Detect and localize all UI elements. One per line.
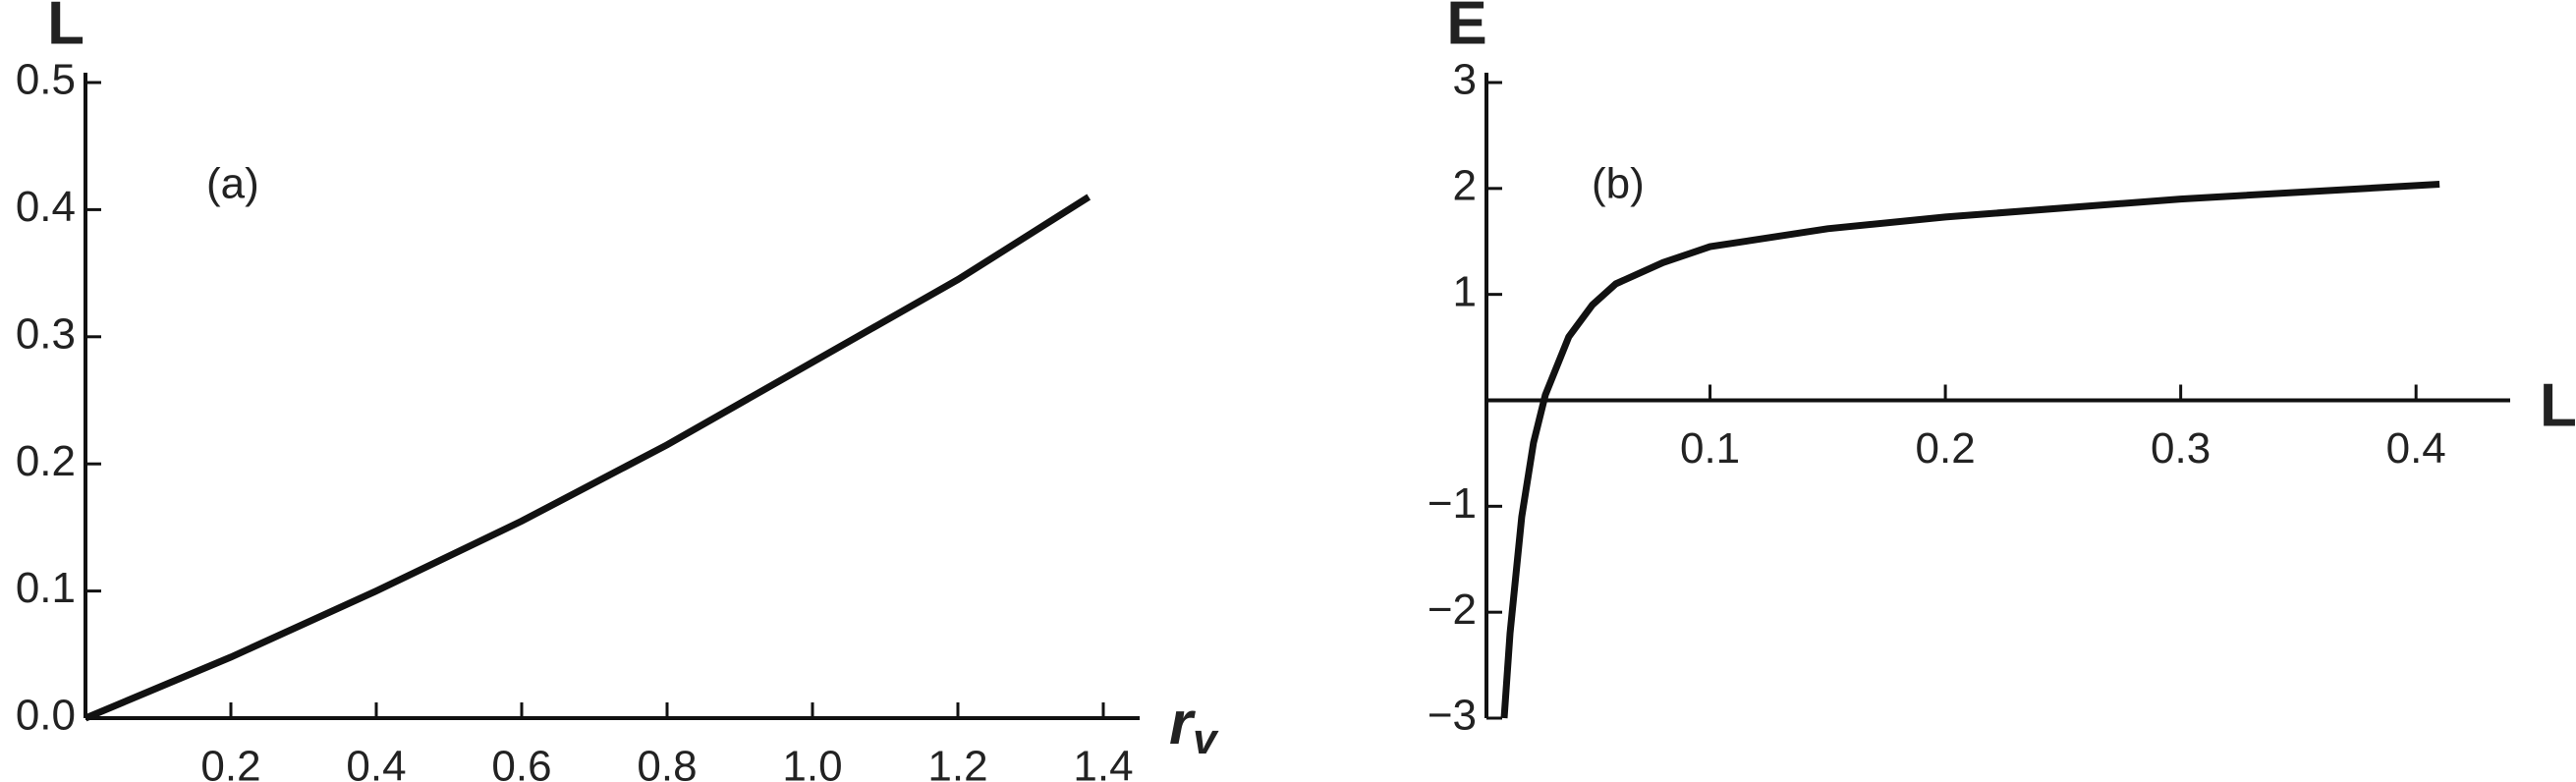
x-axis-title: L xyxy=(2540,372,2576,440)
y-tick-label: −3 xyxy=(1428,692,1477,740)
data-line xyxy=(1500,181,2440,719)
x-tick-label: 1.0 xyxy=(782,743,842,782)
x-axis-title: rv xyxy=(1169,690,1219,762)
y-axis-title: L xyxy=(47,0,84,57)
y-tick-label: 0.5 xyxy=(16,56,76,104)
panel-annotation: (a) xyxy=(206,160,259,208)
x-axis-title-main: r xyxy=(1169,690,1196,757)
y-tick-label: 2 xyxy=(1453,161,1477,209)
y-tick-label: 0.2 xyxy=(16,437,76,485)
x-tick-label: 1.2 xyxy=(927,743,987,782)
data-line xyxy=(84,194,1092,722)
y-tick-label: 0.1 xyxy=(16,564,76,612)
x-tick-label: 0.3 xyxy=(2151,424,2211,473)
x-tick-label: 0.6 xyxy=(491,743,551,782)
x-tick-label: 0.2 xyxy=(1916,424,1976,473)
x-tick-label: 0.2 xyxy=(200,743,260,782)
x-tick-label: 0.1 xyxy=(1680,424,1740,473)
panel-annotation: (b) xyxy=(1592,160,1645,208)
y-tick-label: 0.3 xyxy=(16,309,76,358)
x-tick-label: 0.8 xyxy=(637,743,697,782)
y-tick-label: −2 xyxy=(1428,586,1477,634)
y-tick-label: 3 xyxy=(1453,56,1477,104)
x-tick-label: 1.4 xyxy=(1073,743,1133,782)
y-tick-label: 0.0 xyxy=(16,692,76,740)
x-axis-title-subscript: v xyxy=(1193,715,1219,763)
y-tick-label: 0.4 xyxy=(16,183,76,231)
y-tick-label: 1 xyxy=(1453,267,1477,315)
x-tick-label: 0.4 xyxy=(2386,424,2446,473)
y-tick-label: −1 xyxy=(1428,479,1477,528)
y-axis-title: E xyxy=(1446,0,1486,57)
x-tick-label: 0.4 xyxy=(346,743,406,782)
x-axis-title-main: L xyxy=(2540,372,2576,440)
